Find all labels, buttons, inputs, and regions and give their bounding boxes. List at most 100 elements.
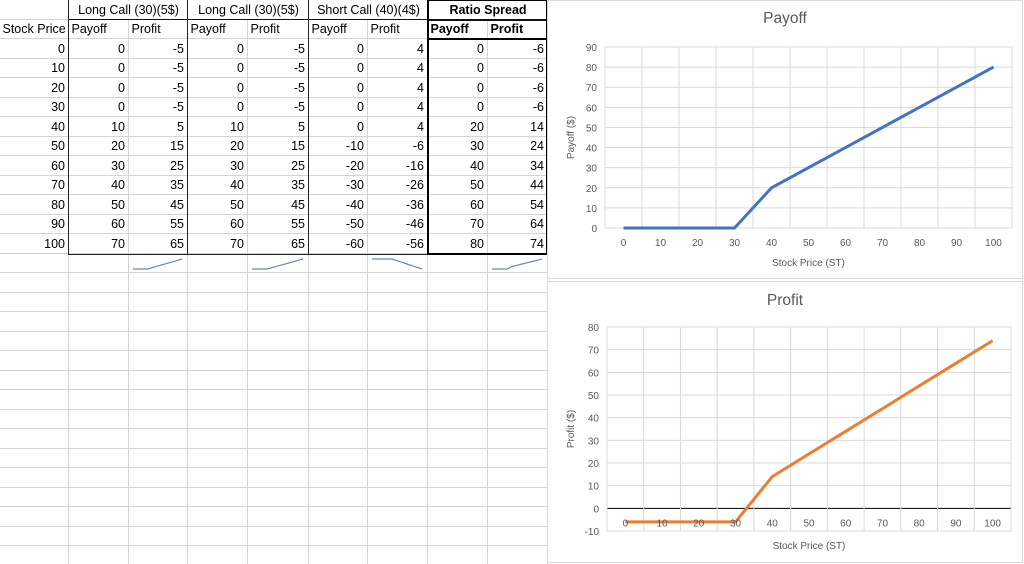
value-cell[interactable]: 10 [69,117,128,136]
value-cell[interactable]: -30 [309,176,367,194]
stock-price-cell[interactable]: 100 [0,234,68,253]
value-cell[interactable]: 50 [69,195,128,214]
profit-chart[interactable]: Profit -10 0 10 20 30 40 50 60 70 80 0 10 20 30 40 50 60… [547,281,1023,563]
value-cell[interactable]: -16 [368,156,427,175]
value-cell[interactable]: 60 [188,215,247,233]
value-cell[interactable]: 0 [69,39,128,58]
value-cell[interactable]: 54 [488,195,547,214]
group-header-2[interactable]: Long Call (30)(5$) [189,0,308,19]
value-cell[interactable]: -36 [368,195,427,214]
value-cell[interactable]: 30 [188,156,247,175]
value-cell[interactable]: -5 [248,59,308,77]
stock-price-cell[interactable]: 50 [0,137,68,155]
value-cell[interactable]: 65 [129,234,187,253]
value-cell[interactable]: 40 [188,176,247,194]
column-header-profit[interactable]: Profit [248,20,308,38]
stock-price-cell[interactable]: 30 [0,98,68,116]
value-cell[interactable]: 0 [188,98,247,116]
stock-price-cell[interactable]: 90 [0,215,68,233]
column-header-payoff[interactable]: Payoff [188,20,247,38]
value-cell[interactable]: 5 [248,117,308,136]
value-cell[interactable]: 0 [428,98,487,116]
value-cell[interactable]: 34 [488,156,547,175]
value-cell[interactable]: 65 [248,234,308,253]
value-cell[interactable]: -6 [488,98,547,116]
spreadsheet[interactable]: Long Call (30)(5$) Long Call (30)(5$) Shor… [0,0,548,564]
value-cell[interactable]: 30 [69,156,128,175]
value-cell[interactable]: 0 [69,78,128,97]
value-cell[interactable]: 80 [428,234,487,253]
stock-price-cell[interactable]: 40 [0,117,68,136]
value-cell[interactable]: 15 [248,137,308,155]
value-cell[interactable]: 0 [309,117,367,136]
stock-price-cell[interactable]: 0 [0,39,68,58]
group-header-4[interactable]: Ratio Spread [429,0,547,19]
value-cell[interactable]: 50 [188,195,247,214]
value-cell[interactable]: 55 [129,215,187,233]
value-cell[interactable]: -6 [488,78,547,97]
value-cell[interactable]: 4 [368,98,427,116]
value-cell[interactable]: -5 [129,78,187,97]
value-cell[interactable]: 20 [188,137,247,155]
value-cell[interactable]: 4 [368,78,427,97]
value-cell[interactable]: -56 [368,234,427,253]
value-cell[interactable]: 35 [248,176,308,194]
value-cell[interactable]: 0 [309,59,367,77]
value-cell[interactable]: 74 [488,234,547,253]
value-cell[interactable]: -5 [129,39,187,58]
value-cell[interactable]: -6 [488,59,547,77]
value-cell[interactable]: 25 [129,156,187,175]
value-cell[interactable]: -50 [309,215,367,233]
value-cell[interactable]: 0 [188,39,247,58]
value-cell[interactable]: 70 [69,234,128,253]
payoff-chart[interactable]: Payoff 0 10 20 30 40 50 60 70 80 90 0 10 20 30 40 50 60 7… [547,0,1023,279]
value-cell[interactable]: 45 [129,195,187,214]
value-cell[interactable]: 25 [248,156,308,175]
value-cell[interactable]: 0 [69,98,128,116]
value-cell[interactable]: 0 [69,59,128,77]
value-cell[interactable]: -5 [129,98,187,116]
column-header-payoff[interactable]: Payoff [309,20,367,38]
value-cell[interactable]: -6 [488,39,547,58]
value-cell[interactable]: 0 [188,59,247,77]
stock-price-cell[interactable]: 10 [0,59,68,77]
value-cell[interactable]: 0 [428,59,487,77]
value-cell[interactable]: 0 [428,78,487,97]
value-cell[interactable]: 20 [428,117,487,136]
value-cell[interactable]: 4 [368,39,427,58]
value-cell[interactable]: 60 [428,195,487,214]
value-cell[interactable]: 24 [488,137,547,155]
column-header-profit[interactable]: Profit [129,20,187,38]
value-cell[interactable]: 40 [428,156,487,175]
value-cell[interactable]: 60 [69,215,128,233]
value-cell[interactable]: 0 [309,39,367,58]
value-cell[interactable]: -10 [309,137,367,155]
stock-price-cell[interactable]: 80 [0,195,68,214]
value-cell[interactable]: 35 [129,176,187,194]
value-cell[interactable]: 5 [129,117,187,136]
column-header-payoff[interactable]: Payoff [428,20,487,38]
value-cell[interactable]: -5 [248,78,308,97]
value-cell[interactable]: -26 [368,176,427,194]
value-cell[interactable]: 10 [188,117,247,136]
value-cell[interactable]: 30 [428,137,487,155]
value-cell[interactable]: -5 [129,59,187,77]
value-cell[interactable]: 64 [488,215,547,233]
value-cell[interactable]: 70 [188,234,247,253]
value-cell[interactable]: 45 [248,195,308,214]
value-cell[interactable]: -6 [368,137,427,155]
value-cell[interactable]: 0 [309,98,367,116]
group-header-3[interactable]: Short Call (40)(4$) [310,0,427,19]
value-cell[interactable]: -46 [368,215,427,233]
value-cell[interactable]: -20 [309,156,367,175]
value-cell[interactable]: 0 [309,78,367,97]
value-cell[interactable]: 0 [188,78,247,97]
value-cell[interactable]: 40 [69,176,128,194]
stock-price-cell[interactable]: 20 [0,78,68,97]
value-cell[interactable]: -60 [309,234,367,253]
value-cell[interactable]: 4 [368,117,427,136]
stock-price-cell[interactable]: 60 [0,156,68,175]
value-cell[interactable]: -40 [309,195,367,214]
group-header-1[interactable]: Long Call (30)(5$) [70,0,187,19]
column-header-stock-price[interactable]: Stock Price [0,20,68,38]
